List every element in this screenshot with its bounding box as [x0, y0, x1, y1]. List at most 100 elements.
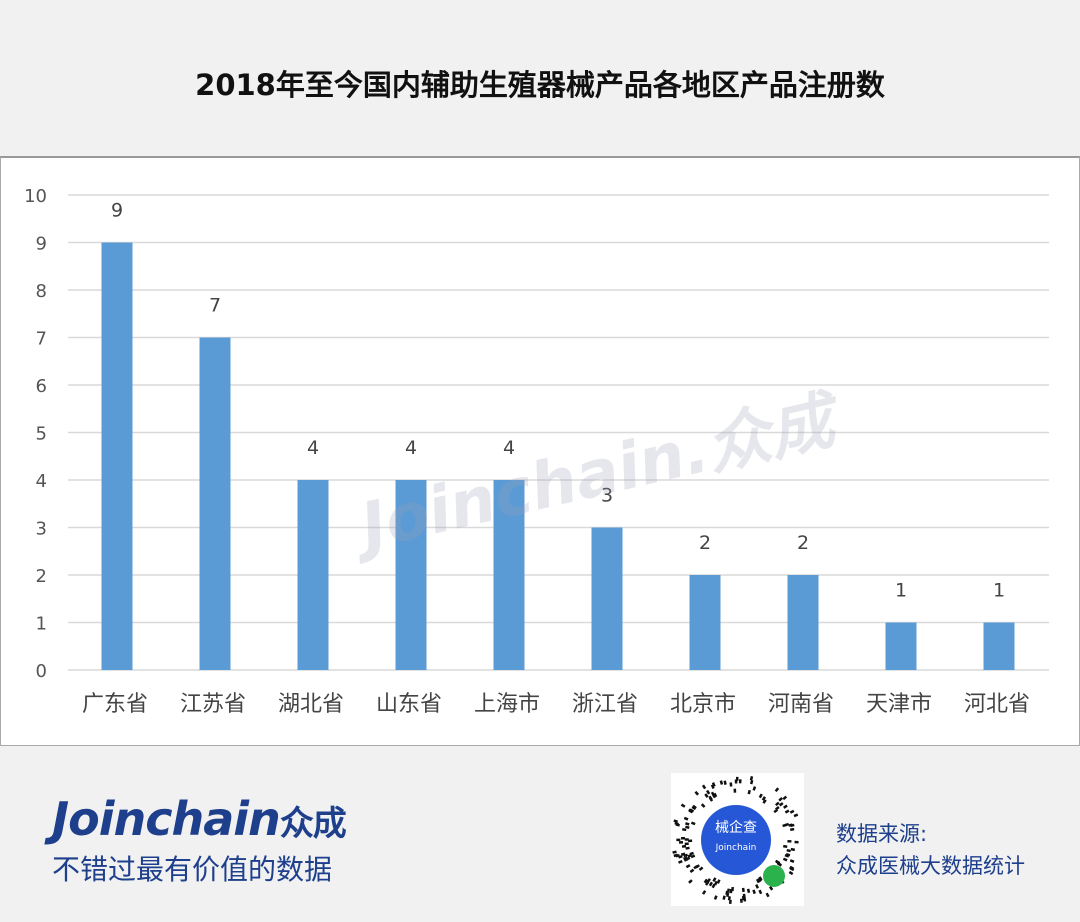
bar: [885, 622, 917, 670]
qr-dot: [758, 889, 763, 895]
qr-dot: [685, 825, 690, 829]
qr-dot: [708, 881, 713, 887]
qr-dot: [785, 852, 791, 857]
qr-dot: [703, 878, 709, 884]
qr-dot: [698, 866, 704, 871]
qr-dot: [710, 784, 715, 790]
qr-dot: [726, 888, 731, 893]
logo-en: Joinchain: [52, 792, 281, 846]
x-tick-label: 江苏省: [180, 692, 246, 717]
slogan: 不错过最有价值的数据: [52, 853, 333, 886]
qr-dot: [790, 823, 795, 828]
qr-dot: [678, 855, 683, 859]
qr-dot: [755, 878, 760, 884]
qr-dot: [746, 888, 751, 894]
y-tick-label: 2: [36, 566, 47, 587]
data-label: 4: [307, 437, 319, 459]
qr-dot: [683, 816, 689, 821]
qr-dot: [761, 796, 767, 801]
x-tick-label: 河南省: [768, 692, 834, 717]
qr-dot: [673, 819, 678, 823]
qr-dot: [688, 879, 693, 884]
qr-dot: [708, 795, 713, 801]
data-label: 4: [503, 437, 515, 459]
qr-dot: [789, 827, 795, 832]
qr-dot: [682, 827, 687, 832]
mini-program-icon: [763, 865, 785, 887]
x-tick-label: 广东省: [82, 692, 148, 717]
qr-dot: [685, 846, 690, 850]
y-tick-label: 10: [24, 186, 47, 207]
qr-dot: [747, 789, 751, 795]
qr-dot: [716, 879, 721, 884]
bar: [591, 527, 623, 670]
qr-dot: [688, 808, 693, 813]
qr-dot: [726, 892, 730, 897]
qr-dot: [758, 793, 763, 799]
qr-dot: [712, 877, 717, 883]
data-label: 3: [601, 485, 613, 507]
qr-dot: [752, 889, 756, 895]
qr-dot: [711, 883, 716, 889]
bar: [493, 480, 525, 670]
x-tick-label: 北京市: [670, 692, 736, 717]
qr-code[interactable]: 械企查 Joinchain: [671, 773, 804, 906]
qr-dot: [722, 895, 726, 900]
bar: [101, 242, 133, 670]
qr-dot: [777, 862, 783, 867]
qr-dot: [678, 859, 683, 864]
qr-dot: [790, 847, 796, 852]
chart-panel: 0 1 2 3 4 5 6 7 8 9 10 9 广东省 7 江苏省 4 湖北省 4 山东省 4 上海市 3 浙江省 2 北京市…: [0, 156, 1080, 746]
y-tick-label: 9: [36, 234, 47, 255]
bar: [689, 575, 721, 670]
qr-dot: [702, 890, 707, 895]
qr-dot: [691, 805, 697, 811]
qr-dot: [778, 797, 783, 802]
qr-dot: [681, 844, 687, 848]
qr-dot: [789, 809, 795, 814]
y-tick-label: 0: [36, 661, 47, 682]
brand-logo: Joinchain众成: [52, 792, 347, 846]
qr-dot: [713, 895, 718, 900]
qr-dot: [727, 896, 731, 901]
qr-dot: [685, 864, 691, 869]
x-tick-label: 山东省: [376, 692, 442, 717]
qr-dot: [789, 865, 795, 870]
y-tick-label: 4: [36, 471, 47, 492]
qr-dot: [749, 776, 754, 781]
qr-dot: [687, 853, 693, 858]
qr-dot: [782, 795, 788, 801]
qr-dot: [700, 803, 706, 808]
qr-dot: [706, 878, 711, 883]
data-label: 4: [405, 437, 417, 459]
data-label: 7: [209, 295, 221, 317]
logo-cn: 众成: [279, 804, 347, 844]
qr-dot: [706, 789, 711, 795]
qr-dot: [774, 787, 780, 793]
qr-dot: [786, 848, 791, 853]
qr-dot: [713, 880, 718, 886]
source-value: 众成医械大数据统计: [836, 854, 1025, 878]
qr-dot: [784, 809, 790, 814]
qr-dot: [704, 881, 710, 886]
qr-dot: [680, 852, 686, 856]
qr-dot: [694, 790, 700, 796]
bar: [983, 622, 1015, 670]
y-tick-label: 8: [36, 281, 47, 302]
qr-dot: [690, 854, 696, 859]
data-label: 2: [699, 532, 711, 554]
bar: [297, 480, 329, 670]
y-tick-label: 3: [36, 519, 47, 540]
qr-dot: [749, 779, 754, 785]
qr-dot: [683, 853, 688, 858]
data-label: 1: [993, 580, 1005, 602]
qr-dot: [762, 799, 767, 804]
qr-dot: [784, 822, 790, 827]
qr-dot: [710, 791, 715, 797]
qr-dot: [774, 801, 780, 807]
qr-label: 械企查: [715, 820, 757, 836]
x-tick-label: 湖北省: [278, 692, 344, 717]
qr-dot: [752, 786, 757, 791]
qr-dot: [765, 892, 770, 898]
y-tick-label: 6: [36, 376, 47, 397]
